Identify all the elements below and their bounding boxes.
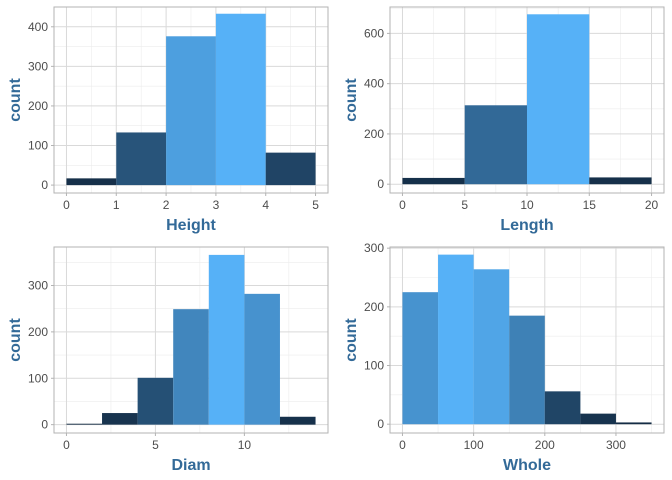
y-tick-label: 200: [364, 300, 384, 314]
x-axis-title: Diam: [171, 457, 210, 474]
y-axis-title: count: [343, 78, 360, 122]
x-tick-label: 100: [464, 438, 484, 452]
histogram-bar-height-0: [66, 178, 117, 186]
x-tick-label: 15: [583, 198, 597, 212]
x-axis-title: Height: [166, 217, 216, 234]
histogram-bar-diam-0: [66, 423, 103, 425]
y-axis-title: count: [7, 318, 24, 362]
histogram-bar-whole-5: [580, 413, 616, 425]
y-tick-label: 200: [28, 325, 48, 339]
x-tick-label: 5: [152, 438, 159, 452]
histogram-bar-whole-2: [473, 269, 510, 425]
y-axis-title: count: [343, 318, 360, 362]
histogram-bar-diam-4: [208, 254, 245, 425]
y-tick-label: 300: [364, 241, 384, 255]
x-tick-label: 20: [645, 198, 659, 212]
histogram-panel-height: 0 1 2 3 4 5 0 100 200 300 400 Height count: [7, 6, 329, 234]
panel-border: [389, 246, 665, 434]
histogram-bar-height-1: [116, 132, 167, 186]
y-tick-label: 400: [28, 20, 48, 34]
histogram-bar-diam-5: [244, 293, 280, 425]
histogram-bar-height-3: [215, 13, 266, 186]
x-tick-label: 10: [520, 198, 534, 212]
histogram-bar-whole-4: [544, 391, 581, 425]
y-tick-label: 400: [364, 77, 384, 91]
x-tick-label: 0: [63, 438, 70, 452]
histogram-bar-length-2: [527, 14, 590, 185]
histogram-bar-diam-3: [173, 309, 209, 425]
x-tick-label: 1: [113, 198, 120, 212]
y-tick-label: 200: [364, 127, 384, 141]
x-tick-label: 0: [63, 198, 70, 212]
x-tick-label: 4: [262, 198, 269, 212]
x-tick-label: 0: [399, 198, 406, 212]
histogram-bar-whole-3: [509, 315, 545, 425]
histogram-bar-diam-6: [279, 416, 316, 425]
histogram-bar-diam-2: [137, 377, 174, 425]
x-axis-title: Whole: [503, 457, 551, 474]
y-tick-label: 0: [41, 178, 48, 192]
histogram-bar-length-1: [464, 105, 527, 185]
histogram-bar-whole-0: [402, 292, 439, 425]
histogram-bar-whole-6: [615, 422, 652, 425]
panel-border: [53, 246, 329, 434]
y-tick-label: 0: [377, 177, 384, 191]
x-tick-label: 5: [461, 198, 468, 212]
y-tick-label: 100: [364, 359, 384, 373]
y-tick-label: 0: [377, 417, 384, 431]
histogram-bar-height-4: [265, 152, 316, 186]
y-tick-label: 0: [41, 418, 48, 432]
histogram-bar-length-3: [589, 177, 652, 185]
x-tick-label: 200: [535, 438, 555, 452]
x-axis-title: Length: [500, 217, 553, 234]
y-tick-label: 100: [28, 139, 48, 153]
x-tick-label: 2: [163, 198, 170, 212]
y-tick-label: 300: [28, 278, 48, 292]
x-tick-label: 10: [238, 438, 252, 452]
x-tick-label: 0: [399, 438, 406, 452]
panel-border: [53, 6, 329, 194]
x-tick-label: 300: [606, 438, 626, 452]
y-axis-title: count: [7, 78, 24, 122]
y-tick-label: 200: [28, 99, 48, 113]
histogram-bar-diam-1: [102, 413, 138, 425]
histogram-panel-whole: 0 100 200 300 0 100 200 300 Whole count: [343, 241, 665, 474]
histogram-bar-whole-1: [438, 254, 474, 425]
y-tick-label: 600: [364, 26, 384, 40]
x-tick-label: 3: [213, 198, 220, 212]
histogram-bar-length-0: [402, 177, 465, 185]
histogram-bar-height-2: [166, 36, 216, 186]
y-tick-label: 300: [28, 59, 48, 73]
x-tick-label: 5: [312, 198, 319, 212]
y-tick-label: 100: [28, 371, 48, 385]
